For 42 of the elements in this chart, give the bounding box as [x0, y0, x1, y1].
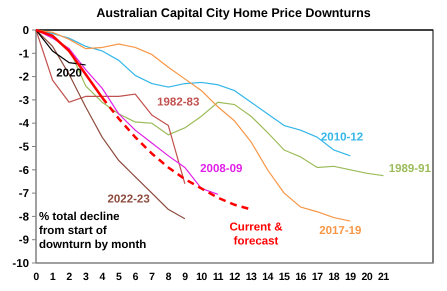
annotation: % total decline from start of downturn by month [39, 210, 146, 251]
y-tick-label: -7 [18, 188, 29, 200]
series-label: 2022-23 [108, 193, 150, 206]
series-label: 2008-09 [200, 163, 242, 176]
x-tick-label: 10 [196, 271, 208, 283]
x-tick-label: 9 [182, 271, 188, 283]
x-tick-label: 19 [344, 271, 356, 283]
x-tick-label: 18 [328, 271, 340, 283]
x-tick-label: 21 [378, 271, 390, 283]
text: Current & forecast [229, 221, 283, 248]
series-label: 2017-19 [319, 224, 362, 237]
y-tick-label: 0 [22, 25, 29, 38]
x-tick-label: 7 [149, 271, 156, 283]
x-tick-label: 20 [361, 271, 373, 283]
y-tick-label: -2 [18, 72, 29, 84]
series-label: 1989-91 [388, 163, 432, 176]
x-tick-label: 6 [132, 271, 139, 283]
y-tick-label: -8 [18, 211, 30, 224]
x-tick-label: 2 [66, 271, 72, 283]
x-tick-label: 1 [50, 271, 56, 283]
series-label: 2010-12 [320, 132, 364, 144]
chart-title: Australian Capital City Home Price Downturns [96, 6, 371, 20]
x-tick-label: 17 [312, 271, 324, 283]
x-tick-label: 3 [82, 271, 89, 283]
x-tick-label: 11 [212, 271, 224, 283]
y-tick-label: -4 [18, 118, 30, 130]
y-tick-label: -10 [12, 258, 29, 270]
x-tick-label: 12 [229, 271, 240, 283]
x-tick-label: 15 [278, 271, 290, 283]
y-tick-label: -1 [18, 48, 30, 60]
x-tick-label: 8 [166, 271, 172, 283]
y-tick-label: -9 [18, 234, 29, 247]
x-tick-label: 0 [33, 271, 40, 283]
y-tick-label: -5 [18, 142, 30, 154]
x-tick-label: 14 [262, 271, 274, 283]
x-tick-label: 5 [116, 271, 122, 283]
y-tick-label: -6 [18, 164, 29, 177]
y-tick-label: -3 [18, 94, 29, 107]
series-label: 1982-83 [157, 96, 200, 109]
x-tick-label: 13 [246, 271, 258, 283]
x-tick-label: 4 [99, 271, 106, 283]
x-tick-label: 16 [295, 271, 307, 283]
